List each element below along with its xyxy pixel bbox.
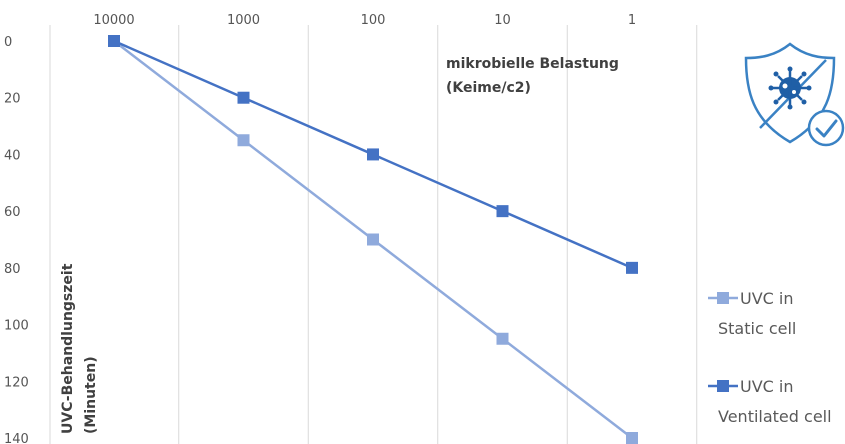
data-point xyxy=(367,148,379,161)
y-axis-title-line2: (Minuten) xyxy=(83,356,99,434)
y-tick-label: 100 xyxy=(4,319,29,334)
x-axis-title-line1: mikrobielle Belastung xyxy=(446,56,619,72)
legend-label-line2: Static cell xyxy=(718,319,796,338)
data-point xyxy=(626,432,638,444)
x-tick-label: 1 xyxy=(628,13,636,28)
data-point xyxy=(496,205,509,218)
data-point xyxy=(626,261,638,274)
chart-gridlines xyxy=(49,25,698,444)
data-point xyxy=(367,233,379,246)
y-tick-label: 140 xyxy=(4,432,29,444)
legend-label-line1: UVC in xyxy=(740,377,794,396)
data-point xyxy=(237,134,250,147)
x-tick-label: 1000 xyxy=(227,13,260,28)
y-tick-label: 120 xyxy=(4,375,29,390)
x-axis-title-line2: (Keime/c2) xyxy=(446,80,531,96)
y-tick-label: 80 xyxy=(4,262,21,277)
data-point xyxy=(496,332,509,345)
chart-series xyxy=(108,35,638,444)
y-tick-label: 20 xyxy=(4,92,21,107)
chart-legend: UVC in Static cell UVC in Ventilated cell xyxy=(708,289,832,426)
legend-marker xyxy=(717,380,729,392)
data-point xyxy=(237,91,250,104)
x-tick-label: 10 xyxy=(494,13,511,28)
data-point xyxy=(108,35,120,47)
legend-marker xyxy=(717,292,729,304)
y-tick-label: 0 xyxy=(4,35,12,50)
x-tick-label: 100 xyxy=(361,13,386,28)
legend-label-line1: UVC in xyxy=(740,289,794,308)
y-axis-title-line1: UVC-Behandlungszeit xyxy=(60,263,76,434)
x-tick-label: 10000 xyxy=(93,13,134,28)
virus-shield-check-icon xyxy=(744,42,845,147)
legend-label-line2: Ventilated cell xyxy=(718,407,832,426)
y-tick-label: 40 xyxy=(4,148,21,163)
y-tick-label: 60 xyxy=(4,205,21,220)
